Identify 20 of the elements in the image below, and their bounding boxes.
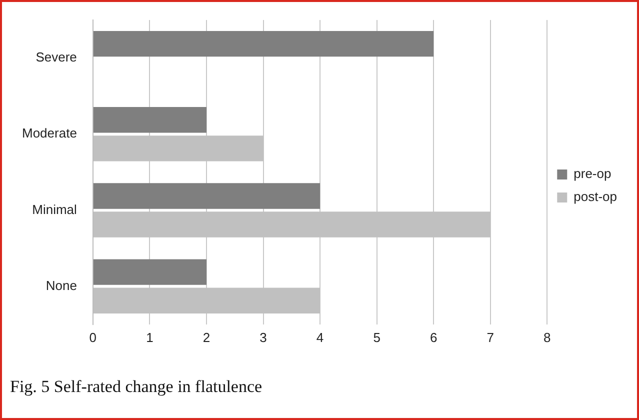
x-tick-label: 4 [316, 330, 324, 345]
bar [93, 30, 434, 57]
x-tick-label: 7 [486, 330, 494, 345]
y-tick-label: Severe [36, 50, 77, 65]
bar [93, 259, 206, 285]
y-tick-label: None [46, 278, 77, 293]
x-tick-label: 8 [544, 330, 551, 345]
x-tick-label: 0 [89, 330, 97, 345]
x-tick-label: 5 [373, 330, 380, 345]
y-tick-label: Moderate [22, 126, 77, 141]
caption: Fig. 5 Self-rated change in flatulence [10, 377, 262, 397]
x-tick-label: 6 [430, 330, 438, 345]
bar [93, 183, 320, 209]
y-tick-label: Minimal [32, 202, 78, 217]
x-tick-label: 3 [260, 330, 267, 345]
x-tick-label: 2 [202, 330, 210, 345]
legend-label: pre-op [574, 166, 612, 182]
bar [93, 107, 206, 133]
legend-label: post-op [574, 189, 618, 204]
x-tick-label: 1 [146, 330, 154, 345]
